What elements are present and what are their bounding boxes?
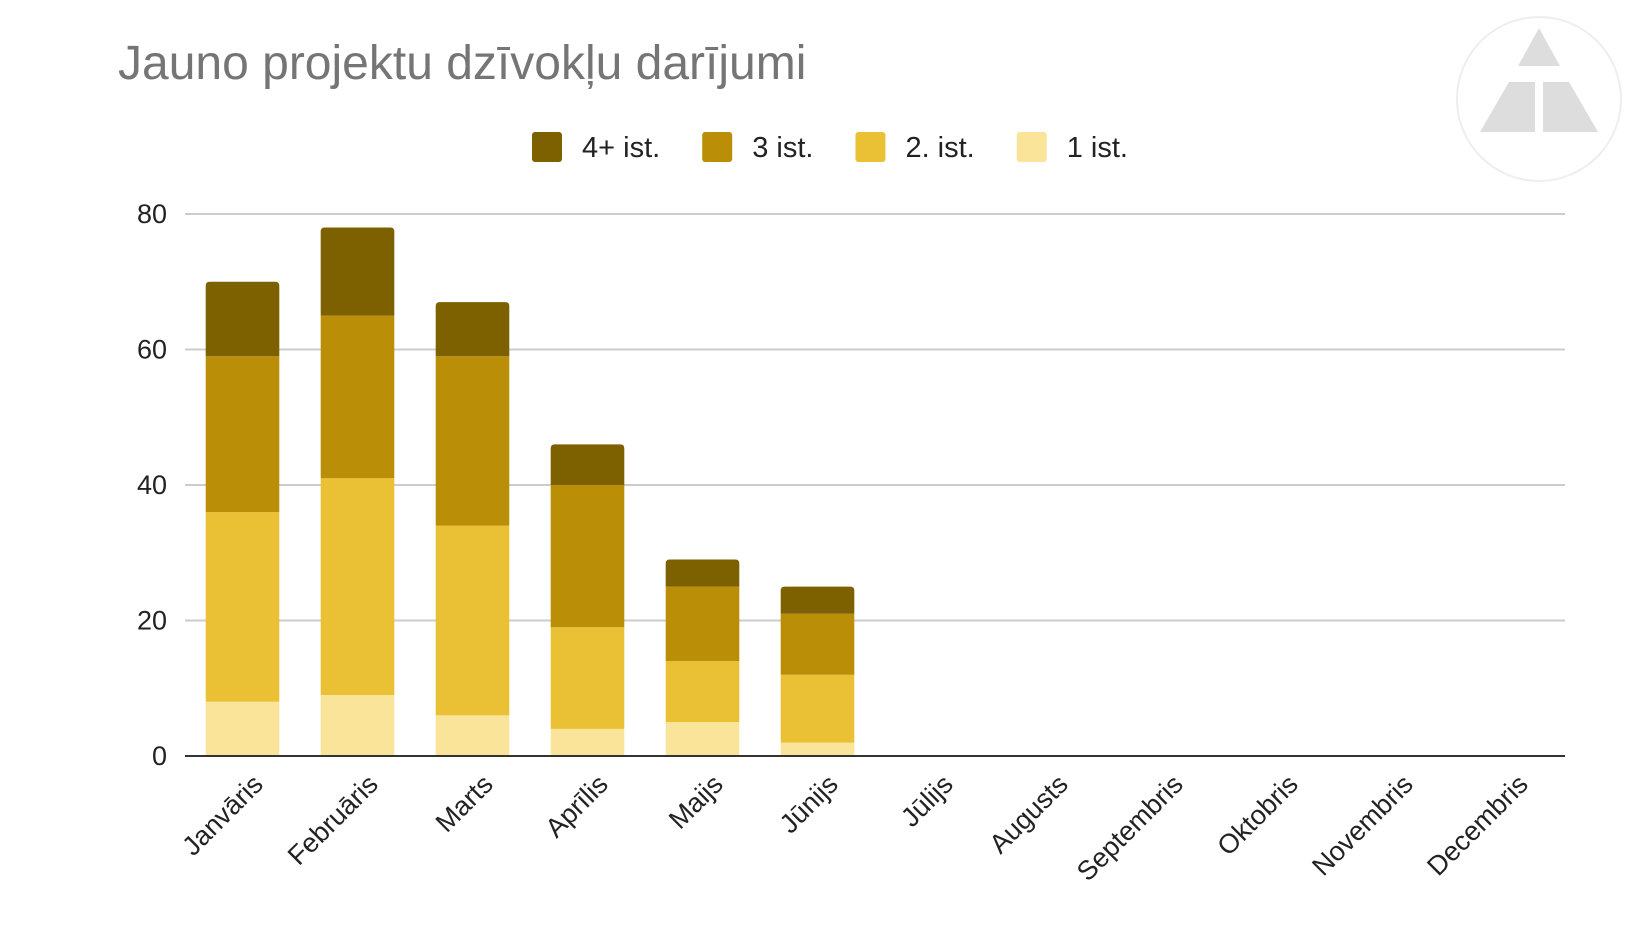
bar-segment <box>435 525 510 716</box>
x-tick-label: Februāris <box>282 769 384 871</box>
gridlines <box>185 213 1565 622</box>
legend-swatch <box>855 132 886 162</box>
x-tick-label: Maijs <box>663 769 729 835</box>
bar-segment <box>550 485 625 628</box>
bar-segment <box>205 512 280 702</box>
bar-segment <box>435 356 510 526</box>
y-axis-ticks: 0 20 40 60 80 <box>137 199 167 771</box>
x-tick-label: Oktobris <box>1211 769 1303 861</box>
bar-segment <box>665 559 740 587</box>
bar-segment <box>320 227 395 316</box>
bar-segment <box>550 728 625 756</box>
bar-segment <box>550 627 625 729</box>
legend-label: 2. ist. <box>905 132 974 164</box>
y-tick-label: 20 <box>137 606 167 636</box>
x-tick-label: Decembris <box>1421 769 1533 881</box>
bar-segment <box>435 302 510 357</box>
y-tick-label: 0 <box>152 741 167 771</box>
legend-label: 4+ ist. <box>582 132 660 164</box>
x-tick-label: Jūnijs <box>774 769 844 839</box>
bars <box>205 227 855 756</box>
bar-segment <box>320 478 395 696</box>
logo-icon <box>1456 16 1622 182</box>
bar-segment <box>320 695 395 756</box>
y-tick-label: 60 <box>137 335 167 365</box>
bar-segment <box>205 281 280 357</box>
y-tick-label: 80 <box>137 199 167 229</box>
legend-swatch <box>532 132 562 162</box>
bar-segment <box>205 701 280 756</box>
y-tick-label: 40 <box>137 470 167 500</box>
x-tick-label: Marts <box>430 769 499 838</box>
x-tick-label: Augusts <box>984 769 1074 859</box>
bar-segment <box>550 444 625 485</box>
bar-segment <box>320 315 395 479</box>
bar-segment <box>780 613 855 675</box>
x-axis-ticks: Janvāris Februāris Marts Aprīlis Maijs Jūnijs… <box>176 769 1533 887</box>
x-tick-label: Novembris <box>1306 769 1418 881</box>
legend: 4+ ist. 3 ist. 2. ist. 1 ist. <box>532 132 1128 164</box>
bar-segment <box>435 715 510 756</box>
bar-segment <box>780 742 855 756</box>
legend-label: 1 ist. <box>1067 132 1128 164</box>
bar-segment <box>780 674 855 743</box>
bar-segment <box>665 722 740 756</box>
bar-segment <box>665 586 740 662</box>
bar-segment <box>665 661 740 723</box>
legend-label: 3 ist. <box>752 132 813 164</box>
legend-swatch <box>1016 132 1047 162</box>
x-tick-label: Janvāris <box>176 769 268 861</box>
bar-segment <box>780 586 855 614</box>
x-tick-label: Aprīlis <box>539 769 613 843</box>
x-tick-label: Jūlijs <box>895 769 959 833</box>
bar-segment <box>205 356 280 513</box>
legend-swatch <box>702 132 733 162</box>
chart-title: Jauno projektu dzīvokļu darījumi <box>118 37 807 90</box>
x-tick-label: Septembris <box>1071 769 1189 887</box>
